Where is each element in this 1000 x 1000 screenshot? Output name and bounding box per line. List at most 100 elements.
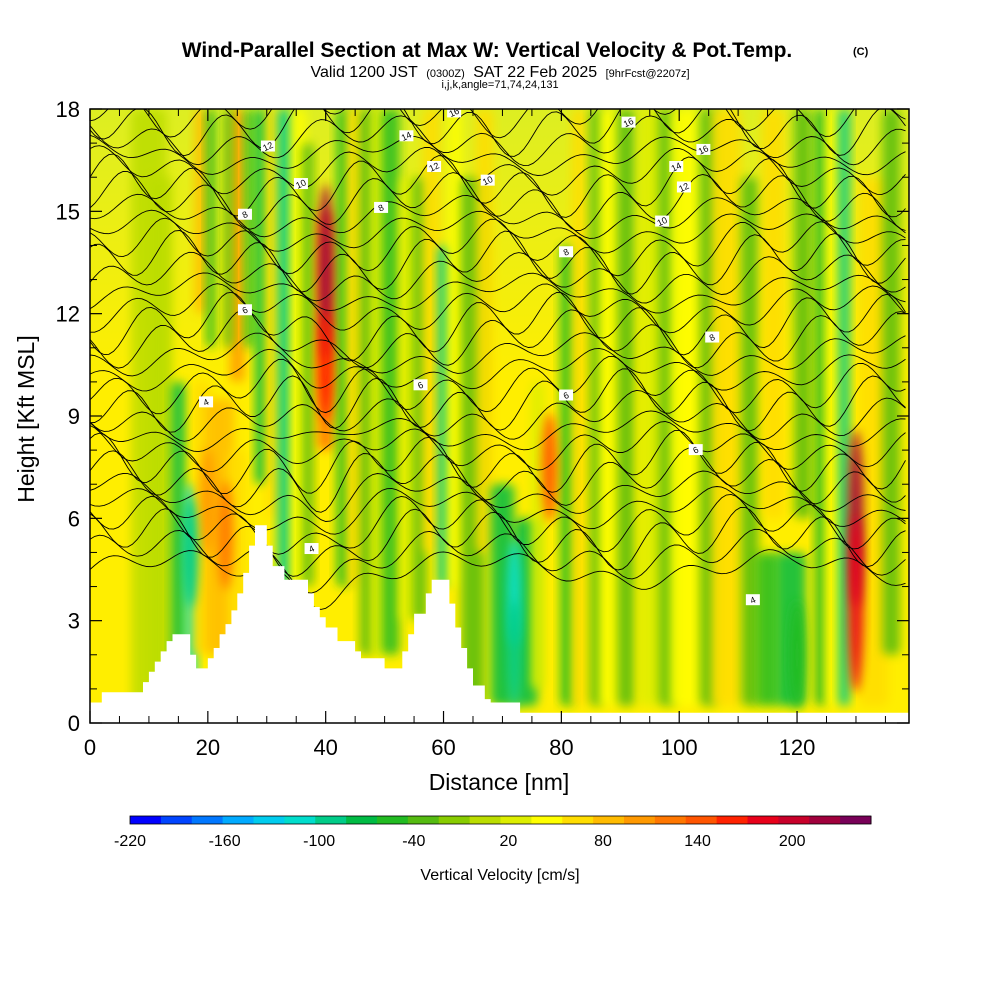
subtitle-valid: Valid 1200 JST bbox=[310, 64, 418, 81]
contour-label-text: 16 bbox=[697, 143, 710, 156]
theta-contour-line bbox=[90, 209, 906, 254]
colorbar-tick-label: -100 bbox=[303, 833, 335, 850]
contour-label-bg bbox=[293, 178, 308, 190]
contour-label: 12 bbox=[427, 160, 442, 174]
colorbar-swatch bbox=[438, 816, 471, 824]
x-tick-label: 80 bbox=[549, 735, 573, 760]
y-tick-label: 6 bbox=[68, 506, 80, 531]
velocity-band bbox=[814, 109, 827, 706]
contour-label: 8 bbox=[705, 331, 720, 343]
downdraft-core bbox=[182, 497, 198, 608]
contour-label: 4 bbox=[745, 594, 760, 606]
colorbar-swatch bbox=[562, 816, 594, 824]
contour-label: 4 bbox=[304, 543, 319, 555]
theta-contour-line bbox=[90, 355, 906, 415]
colorbar-swatch bbox=[500, 816, 532, 824]
y-tick-label: 9 bbox=[68, 404, 80, 429]
contour-label-bg bbox=[688, 444, 703, 456]
colorbar-tick-label: 200 bbox=[779, 833, 806, 850]
theta-contour-line bbox=[90, 389, 906, 442]
y-axis-label: Height [Kft MSL] bbox=[13, 335, 39, 502]
velocity-band bbox=[838, 109, 851, 706]
velocity-band bbox=[277, 109, 292, 587]
contour-label-text: 16 bbox=[447, 106, 460, 119]
velocity-band bbox=[637, 109, 662, 706]
x-tick-label: 20 bbox=[196, 735, 220, 760]
contour-label-bg bbox=[621, 116, 636, 128]
contour-label-text: 4 bbox=[202, 397, 211, 408]
colorbar-tick-label: -220 bbox=[114, 833, 146, 850]
colorbar-swatch bbox=[407, 816, 440, 824]
colorbar-frame bbox=[129, 815, 872, 825]
velocity-band bbox=[266, 109, 279, 519]
contour-label: 8 bbox=[237, 208, 252, 220]
contour-label: 10 bbox=[293, 177, 308, 191]
downdraft-core bbox=[506, 600, 522, 710]
contour-label-text: 8 bbox=[377, 202, 386, 213]
y-tick-label: 18 bbox=[56, 97, 80, 122]
terrain bbox=[90, 525, 909, 723]
updraft-core bbox=[318, 184, 334, 362]
contour-label-text: 6 bbox=[241, 305, 250, 316]
contour-label-bg bbox=[399, 130, 414, 142]
contour-label-bg bbox=[696, 143, 711, 155]
colorbar-tick-label: 80 bbox=[594, 833, 612, 850]
colorbar-swatch bbox=[747, 816, 779, 824]
colorbar-swatch bbox=[346, 816, 378, 824]
colorbar-swatch bbox=[469, 816, 502, 824]
contour-label-bg bbox=[304, 543, 319, 555]
contour-label-text: 14 bbox=[400, 130, 413, 143]
x-tick-label: 120 bbox=[779, 735, 816, 760]
theta-contour-line bbox=[90, 528, 906, 594]
contour-label-bg bbox=[260, 140, 275, 152]
subtitle-date: SAT 22 Feb 2025 bbox=[473, 64, 597, 81]
contour-label-text: 14 bbox=[670, 160, 683, 173]
contour-label: 16 bbox=[447, 106, 462, 119]
theta-contour-line bbox=[90, 549, 906, 610]
colorbar-swatch bbox=[593, 816, 625, 824]
x-axis-label: Distance [nm] bbox=[429, 769, 570, 795]
velocity-band bbox=[571, 109, 587, 706]
theta-contour-line bbox=[90, 283, 906, 334]
updraft-core bbox=[848, 514, 864, 693]
velocity-band bbox=[437, 245, 450, 587]
colorbar-swatch bbox=[840, 816, 872, 824]
theta-contour-line bbox=[90, 193, 906, 239]
contour-label-bg bbox=[447, 109, 462, 118]
velocity-band bbox=[530, 381, 545, 689]
velocity-band bbox=[560, 245, 575, 706]
velocity-band bbox=[244, 109, 254, 348]
contour-label-bg bbox=[669, 160, 684, 172]
theta-contour-line bbox=[90, 347, 906, 392]
velocity-band bbox=[381, 109, 400, 655]
contour-label-text: 6 bbox=[416, 380, 425, 391]
contour-label: 14 bbox=[669, 160, 684, 174]
chart-subtitle: Valid 1200 JST (0300Z) SAT 22 Feb 2025 [… bbox=[310, 64, 689, 81]
colorbar-swatch bbox=[685, 816, 718, 824]
colorbar-swatch bbox=[778, 816, 810, 824]
contour-label-text: 6 bbox=[691, 445, 700, 456]
contour-label-bg bbox=[237, 304, 252, 316]
axes: 0 20 40 60 80 100 120 0 3 6 9 12 15 18 bbox=[56, 97, 909, 760]
velocity-band bbox=[826, 109, 839, 706]
contour-label: 16 bbox=[696, 143, 711, 157]
updraft-core bbox=[200, 446, 216, 556]
contour-label: 8 bbox=[374, 201, 389, 214]
velocity-band bbox=[448, 109, 463, 587]
contour-label: 6 bbox=[688, 444, 703, 456]
contour-label-bg bbox=[655, 215, 670, 227]
theta-contour-line bbox=[90, 410, 906, 453]
theta-contour-line bbox=[90, 109, 906, 157]
contour-label: 12 bbox=[676, 181, 691, 194]
colorbar-tick-label: -160 bbox=[209, 833, 241, 850]
x-tick-label: 40 bbox=[313, 735, 337, 760]
contour-label: 10 bbox=[655, 215, 670, 228]
contour-label-text: 12 bbox=[261, 140, 274, 153]
contour-label-bg bbox=[705, 331, 720, 343]
colorbar-tick-label: 20 bbox=[500, 833, 518, 850]
contour-label-bg bbox=[559, 389, 574, 401]
contour-label: 10 bbox=[480, 174, 495, 187]
contour-label-text: 12 bbox=[427, 160, 440, 173]
contour-label: 4 bbox=[199, 396, 214, 408]
